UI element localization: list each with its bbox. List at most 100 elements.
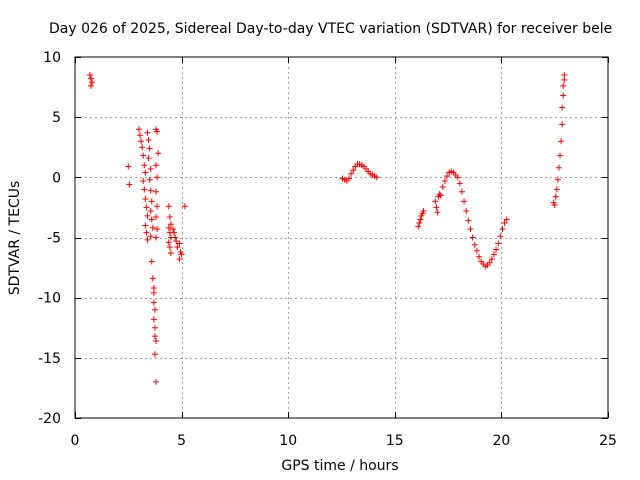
data-point: [139, 144, 146, 151]
data-point: [172, 234, 179, 241]
data-point: [501, 220, 508, 227]
data-point: [141, 162, 148, 169]
x-tick-label: 5: [177, 433, 186, 449]
data-point: [151, 351, 158, 358]
data-point: [151, 333, 158, 340]
data-point: [497, 233, 504, 240]
data-point: [146, 176, 153, 183]
data-point: [555, 164, 562, 171]
data-points: [86, 72, 568, 385]
data-point: [165, 224, 172, 231]
data-point: [144, 129, 151, 136]
data-point: [147, 233, 154, 240]
data-point: [461, 198, 468, 205]
data-point: [137, 132, 144, 139]
plot-frame: [74, 56, 609, 419]
data-point: [153, 162, 160, 169]
data-point: [142, 195, 149, 202]
data-point: [145, 137, 152, 144]
data-point: [561, 72, 568, 79]
data-point: [166, 244, 173, 251]
data-point: [148, 258, 155, 265]
data-point: [153, 337, 160, 344]
y-tick-label: -20: [38, 411, 61, 427]
data-point: [553, 186, 560, 193]
data-point: [125, 163, 132, 170]
data-point: [373, 174, 380, 181]
data-point: [176, 240, 183, 247]
data-point: [558, 138, 565, 145]
data-point: [140, 152, 147, 159]
data-point: [560, 82, 567, 89]
data-point: [473, 247, 480, 254]
tick-labels: 0 5 10 15 20 25 10 5 0 -5 -10 -15 -20: [38, 50, 617, 449]
data-point: [469, 234, 476, 241]
data-point: [146, 145, 153, 152]
y-tick-label: 0: [52, 170, 61, 186]
x-tick-label: 20: [492, 433, 510, 449]
data-point: [150, 316, 157, 323]
data-point: [439, 183, 446, 190]
data-point: [153, 214, 160, 221]
data-point: [178, 251, 185, 258]
data-point: [444, 173, 451, 180]
data-point: [171, 229, 178, 236]
data-point: [87, 82, 94, 89]
data-point: [150, 299, 157, 306]
data-point: [167, 250, 174, 257]
data-point: [420, 208, 427, 215]
y-axis-label: SDTVAR / TECUs: [7, 181, 23, 296]
data-point: [147, 187, 154, 194]
data-point: [559, 121, 566, 128]
data-point: [181, 203, 188, 210]
data-point: [560, 92, 567, 99]
data-point: [476, 253, 483, 260]
y-tick-label: -10: [38, 291, 61, 307]
data-point: [488, 256, 495, 263]
data-point: [145, 155, 152, 162]
data-point: [147, 208, 154, 215]
data-point: [465, 217, 472, 224]
data-point: [456, 180, 463, 187]
data-point: [151, 306, 158, 313]
data-point: [153, 234, 160, 241]
y-tick-label: 10: [43, 50, 61, 66]
data-point: [173, 238, 180, 245]
data-point: [471, 241, 478, 248]
data-point: [166, 214, 173, 221]
data-point: [557, 152, 564, 159]
grid: [75, 57, 608, 418]
x-tick-label: 0: [71, 433, 80, 449]
data-point: [86, 72, 93, 79]
data-point: [151, 324, 158, 331]
data-point: [148, 198, 155, 205]
data-point: [138, 138, 145, 145]
data-point: [559, 104, 566, 111]
data-point: [552, 193, 559, 200]
data-point: [174, 244, 181, 251]
data-point: [176, 256, 183, 263]
data-point: [551, 202, 558, 209]
data-point: [458, 188, 465, 195]
data-point: [499, 226, 506, 233]
x-tick-label: 25: [599, 433, 617, 449]
data-point: [154, 128, 161, 135]
data-point: [87, 75, 94, 82]
data-point: [89, 79, 96, 86]
data-point: [167, 221, 174, 228]
data-point: [165, 203, 172, 210]
data-point: [154, 174, 161, 181]
data-point: [441, 177, 448, 184]
x-tick-label: 15: [386, 433, 404, 449]
data-point: [437, 192, 444, 199]
data-point: [140, 177, 147, 184]
data-point: [417, 216, 424, 223]
data-point: [153, 188, 160, 195]
data-point: [467, 226, 474, 233]
data-point: [170, 226, 177, 233]
data-point: [148, 216, 155, 223]
data-point: [554, 176, 561, 183]
data-point: [143, 204, 150, 211]
data-point: [432, 198, 439, 205]
